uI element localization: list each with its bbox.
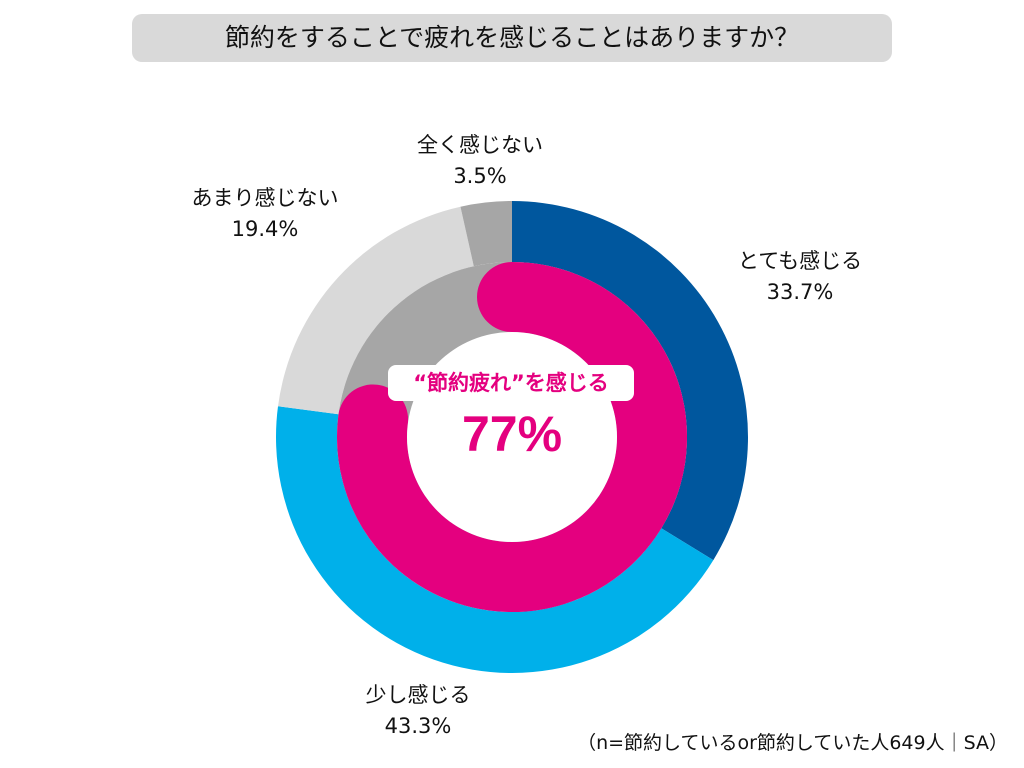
slice-3 [460, 201, 512, 267]
label-not-at-all: 全く感じない 3.5% [417, 133, 543, 188]
chart-title: 節約をすることで疲れを感じることはありますか？ [132, 14, 892, 62]
center-label: “節約疲れ”を感じる [388, 365, 634, 401]
sample-note: （n=節約しているor節約していた人649人｜SA） [577, 732, 1008, 754]
slice-2 [278, 206, 474, 415]
center-value: 77% [461, 406, 563, 462]
slice-0 [512, 201, 749, 561]
label-very: とても感じる 33.7% [737, 249, 863, 304]
slice-1 [276, 406, 714, 673]
label-somewhat: 少し感じる 43.3% [365, 683, 471, 738]
label-not-much: あまり感じない 19.4% [191, 186, 339, 241]
inner-progress-arc [337, 262, 687, 612]
